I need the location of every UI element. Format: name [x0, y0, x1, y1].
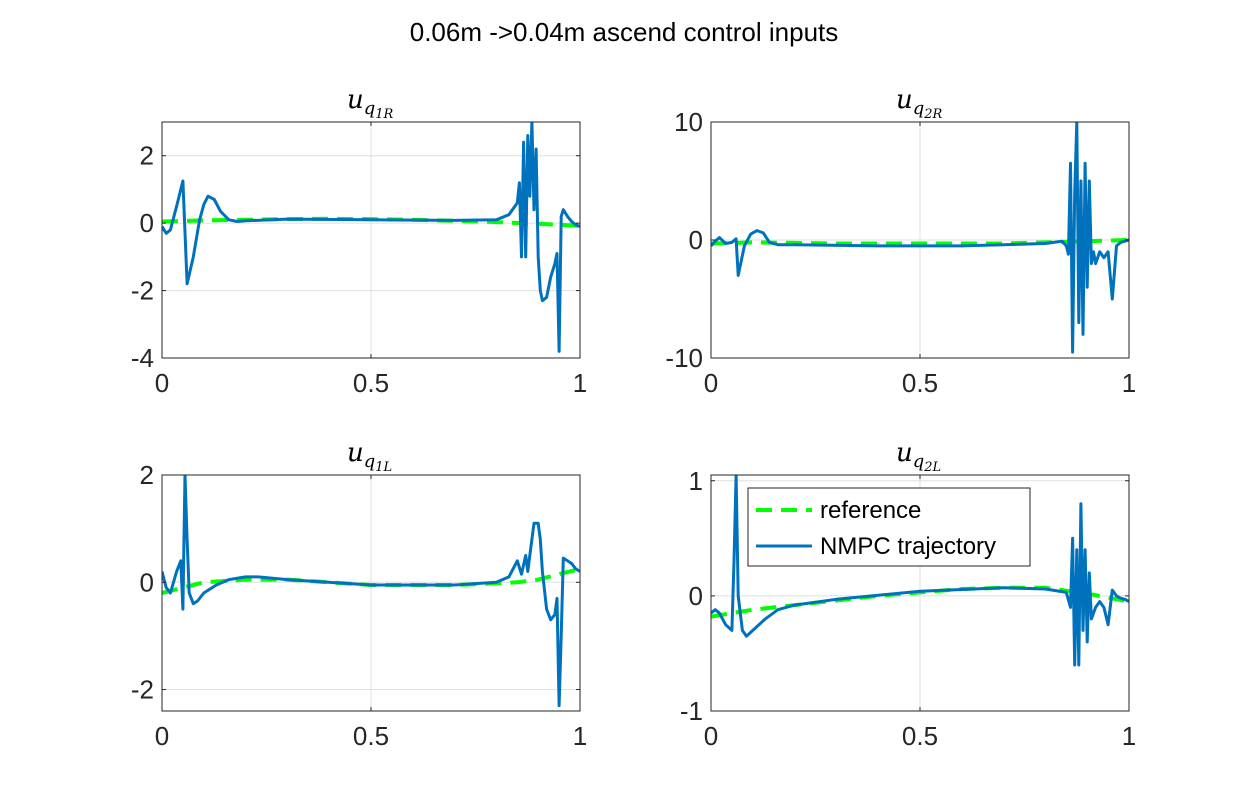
x-tick-label: 0 — [704, 721, 718, 751]
figure-title: 0.06m ->0.04m ascend control inputs — [410, 17, 839, 47]
x-tick-label: 0.5 — [902, 368, 938, 398]
y-tick-label: 0 — [689, 581, 703, 611]
x-tick-label: 1 — [573, 721, 587, 751]
y-tick-label: 2 — [140, 460, 154, 490]
legend-reference-label: reference — [820, 497, 921, 524]
x-tick-label: 1 — [573, 368, 587, 398]
y-tick-label: 2 — [140, 141, 154, 171]
subplot-title: uq1L — [347, 438, 392, 475]
series-reference-line — [711, 238, 1129, 246]
legend-box — [747, 487, 1031, 567]
series-nmpc-line — [711, 475, 1129, 667]
y-tick-label: 0 — [140, 208, 154, 238]
subplot-uq1R: 0 0.5 1 2 0 -2 -4 uq1R — [131, 85, 587, 398]
y-tick-label: 1 — [689, 466, 703, 496]
series-nmpc-line — [711, 122, 1129, 354]
series-nmpc-line — [162, 122, 580, 353]
x-tick-label: 0.5 — [902, 721, 938, 751]
x-tick-label: 1 — [1122, 721, 1136, 751]
y-tick-label: -4 — [131, 343, 154, 373]
y-tick-label: -2 — [131, 276, 154, 306]
y-tick-label: 10 — [674, 107, 703, 137]
subplot-title: uq2R — [896, 85, 943, 122]
y-tick-label: 0 — [140, 567, 154, 597]
legend: reference NMPC trajectory — [747, 487, 1031, 567]
x-tick-label: 0 — [704, 368, 718, 398]
subplot-title: uq1R — [347, 85, 394, 122]
x-tick-label: 0 — [155, 721, 169, 751]
legend-nmpc-label: NMPC trajectory — [820, 533, 996, 560]
x-tick-label: 0.5 — [353, 721, 389, 751]
x-tick-label: 0 — [155, 368, 169, 398]
subplot-title: uq2L — [896, 438, 941, 475]
x-tick-label: 1 — [1122, 368, 1136, 398]
x-tick-label: 0.5 — [353, 368, 389, 398]
y-tick-label: -10 — [665, 343, 703, 373]
y-tick-label: -1 — [680, 696, 703, 726]
y-tick-label: -2 — [131, 675, 154, 705]
y-tick-label: 0 — [689, 225, 703, 255]
series-nmpc-line — [162, 475, 580, 708]
